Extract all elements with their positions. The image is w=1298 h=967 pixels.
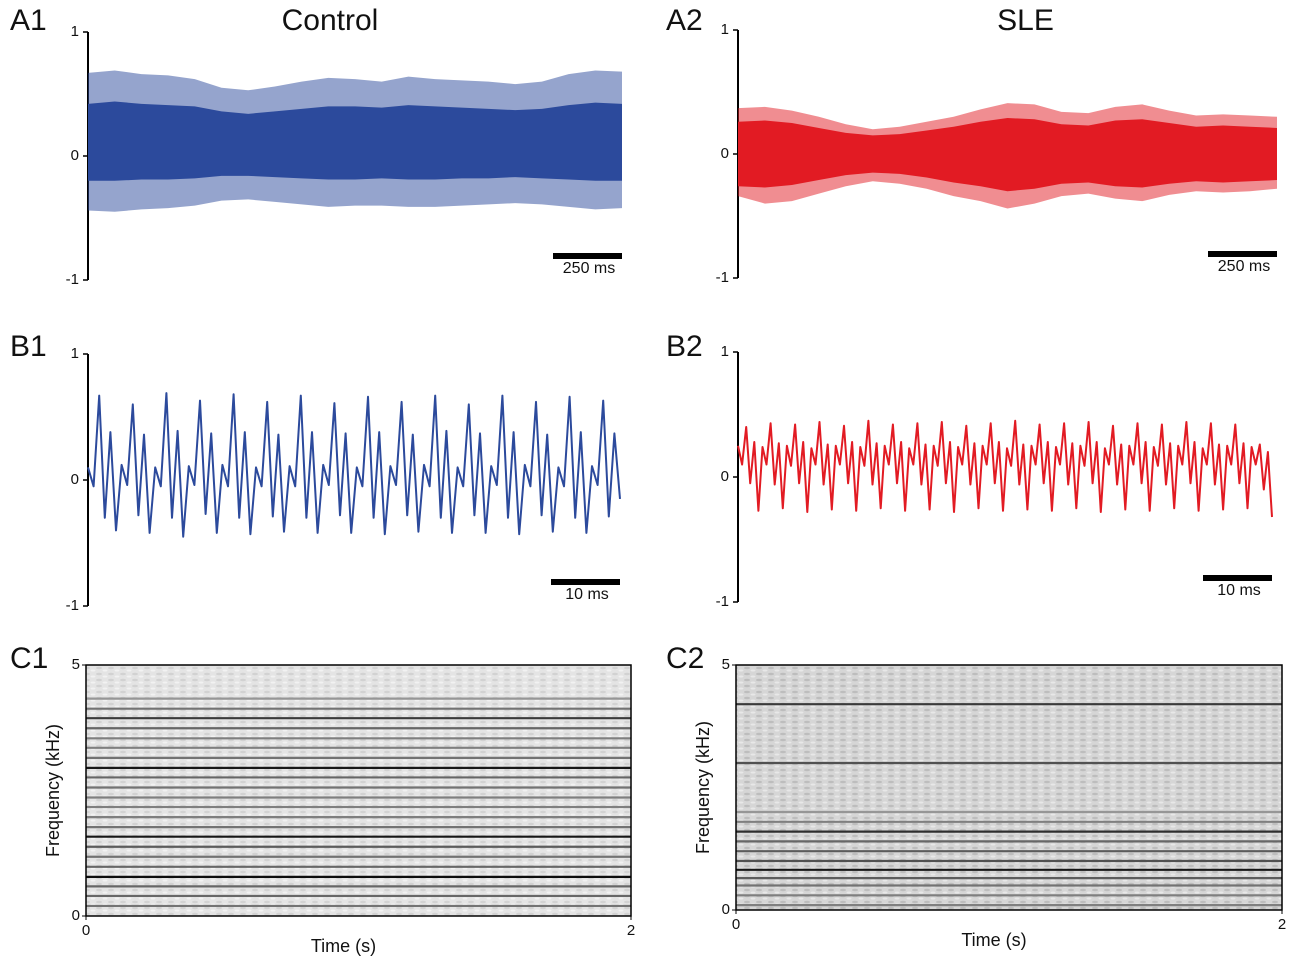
harmonic [85,726,632,730]
panel-title: Control [282,4,379,37]
x-tick-label: 0 [82,922,90,939]
harmonic [735,859,1283,863]
harmonic [85,884,632,888]
y-tick-label: 0 [72,907,80,924]
x-tick-label: 2 [627,922,635,939]
y-axis-label: Frequency (kHz) [43,724,63,857]
y-tick-label: 0 [71,147,79,164]
scale-bar [1208,251,1277,257]
harmonic [735,702,1283,706]
scale-bar [1203,575,1272,581]
panel-label: B1 [10,330,47,363]
panel-title: SLE [997,4,1054,37]
x-tick-label: 0 [732,916,740,933]
y-tick-label: -1 [66,597,79,614]
scale-bar-label: 250 ms [1218,258,1270,275]
scale-bar [553,253,622,259]
harmonic [85,775,632,779]
harmonic [735,820,1283,824]
harmonic [735,761,1283,765]
harmonic [85,805,632,809]
harmonic [85,707,632,711]
x-axis-label: Time (s) [311,936,376,956]
plot-frame [735,664,1283,911]
panel-label: C1 [10,642,48,675]
y-tick-label: 0 [71,471,79,488]
panel-label: B2 [666,330,703,363]
spectrogram-bg [736,665,1282,910]
harmonic [85,865,632,869]
harmonic [85,825,632,829]
y-tick-label: 0 [721,145,729,162]
harmonic [735,893,1283,897]
y-tick-label: 1 [71,345,79,362]
harmonic [735,883,1283,888]
harmonic [735,868,1283,872]
y-tick-label: -1 [716,269,729,286]
scale-bar-label: 10 ms [1217,582,1261,599]
y-tick-label: -1 [716,593,729,610]
harmonic [735,849,1283,853]
harmonic [735,839,1283,843]
y-tick-label: 1 [71,23,79,40]
scale-bar-label: 250 ms [563,260,615,277]
spectrogram-bg [86,665,631,916]
harmonic [735,876,1283,880]
harmonic [85,716,632,720]
harmonic [85,736,632,740]
y-tick-label: 0 [721,468,729,485]
harmonic [735,903,1283,907]
panel-label: A1 [10,4,47,37]
harmonic [85,845,632,849]
y-tick-label: 5 [722,656,730,673]
harmonic [85,756,632,760]
harmonic [85,697,632,701]
waveform [87,392,621,538]
harmonic [85,875,632,879]
waveform [737,419,1273,518]
y-tick-label: 1 [721,343,729,360]
plot-frame [85,664,632,917]
harmonic [85,766,632,770]
harmonic [735,810,1283,814]
x-axis-label: Time (s) [961,930,1026,950]
harmonic [85,894,632,898]
inner-envelope [88,101,622,181]
y-tick-label: 0 [722,901,730,918]
scale-bar [551,579,620,585]
y-axis-label: Frequency (kHz) [693,721,713,854]
harmonic [735,830,1283,834]
harmonic [85,815,632,819]
inner-envelope [738,118,1277,192]
y-tick-label: -1 [66,271,79,288]
harmonic [85,795,632,800]
x-tick-label: 2 [1278,916,1286,933]
panel-label: C2 [666,642,704,675]
harmonic [85,904,632,908]
scale-bar-label: 10 ms [565,586,609,603]
harmonic [85,855,632,859]
harmonic [85,785,632,790]
y-tick-label: 5 [72,656,80,673]
panel-label: A2 [666,4,703,37]
harmonic [85,746,632,750]
harmonic [85,835,632,839]
y-tick-label: 1 [721,21,729,38]
